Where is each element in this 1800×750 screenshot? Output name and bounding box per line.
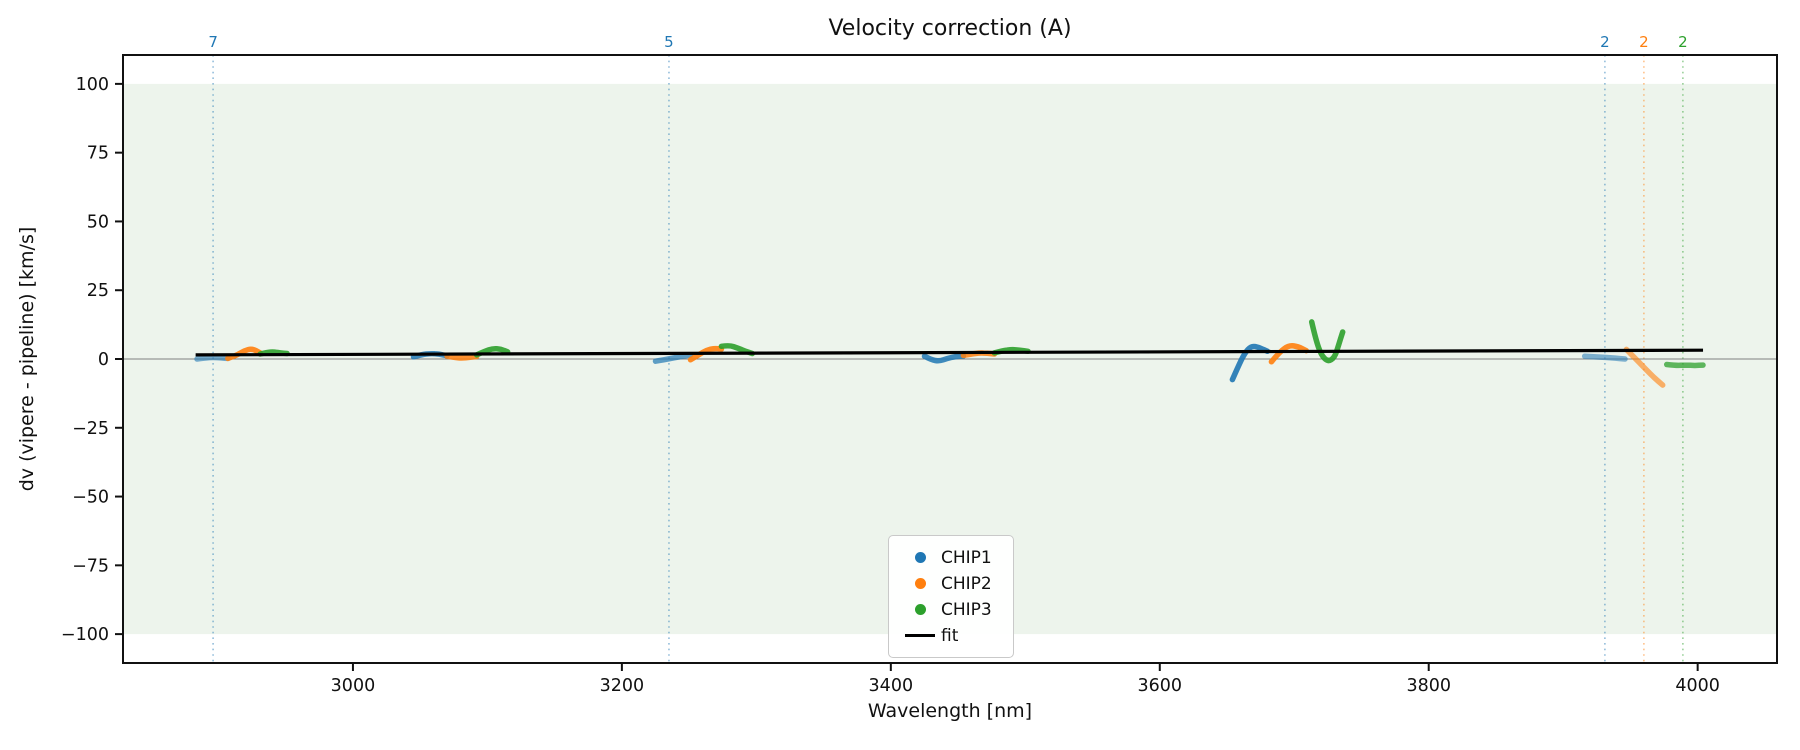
x-tick-label: 3800 [1406, 676, 1451, 696]
legend-label: fit [941, 625, 959, 646]
segment-CHIP2 [687, 345, 725, 363]
y-tick-label: 50 [87, 212, 109, 232]
segment-CHIP1 [921, 353, 967, 364]
segment-CHIP3 [257, 349, 290, 357]
y-tick-label: −50 [72, 488, 109, 508]
y-tick-label: 100 [76, 75, 109, 95]
fit-line [195, 348, 1704, 357]
y-tick-label: 75 [87, 144, 109, 164]
legend-label: CHIP2 [941, 573, 992, 594]
vline-count-label: 2 [1678, 33, 1688, 51]
vline-count-label: 2 [1600, 33, 1610, 51]
legend-entry-chip1: CHIP1 [899, 545, 1003, 570]
segment-CHIP1 [194, 354, 231, 362]
fit-line-icon [905, 634, 935, 637]
segment-CHIP1 [652, 352, 694, 364]
legend-entry-chip3: CHIP3 [899, 597, 1003, 622]
y-tick-label: −25 [72, 419, 109, 439]
chip2-dot-icon [914, 578, 926, 589]
chip1-dot-icon [914, 552, 926, 563]
y-tick-label: −75 [72, 556, 109, 576]
segment-CHIP2 [1623, 346, 1666, 388]
legend-entry-fit: fit [899, 623, 1003, 648]
x-tick-label: 3200 [600, 676, 645, 696]
x-tick-label: 3000 [331, 676, 376, 696]
x-axis-label: Wavelength [nm] [867, 700, 1033, 722]
legend: CHIP1 CHIP2 CHIP3 fit [888, 535, 1014, 658]
legend-label: CHIP3 [941, 599, 992, 620]
y-tick-label: 0 [98, 350, 109, 370]
segment-CHIP2 [444, 353, 480, 361]
vline-count-label: 2 [1639, 33, 1649, 51]
x-tick-label: 3400 [869, 676, 914, 696]
chart-title: Velocity correction (A) [828, 16, 1072, 41]
y-tick-label: 25 [87, 281, 109, 301]
vline-count-label: 7 [208, 33, 218, 51]
vline-count-label: 5 [664, 33, 674, 51]
legend-entry-chip2: CHIP2 [899, 571, 1003, 596]
segment-CHIP3 [718, 343, 756, 357]
segment-CHIP3 [1663, 361, 1706, 369]
segment-CHIP1 [1581, 353, 1628, 362]
legend-label: CHIP1 [941, 547, 992, 568]
x-tick-label: 3600 [1138, 676, 1183, 696]
y-tick-label: −100 [61, 625, 109, 645]
segment-CHIP3 [473, 346, 511, 358]
segment-CHIP1 [1229, 343, 1271, 383]
segment-CHIP3 [1308, 319, 1346, 364]
segment-CHIP2 [1268, 343, 1310, 365]
x-tick-label: 4000 [1675, 676, 1720, 696]
chip3-dot-icon [914, 604, 926, 615]
